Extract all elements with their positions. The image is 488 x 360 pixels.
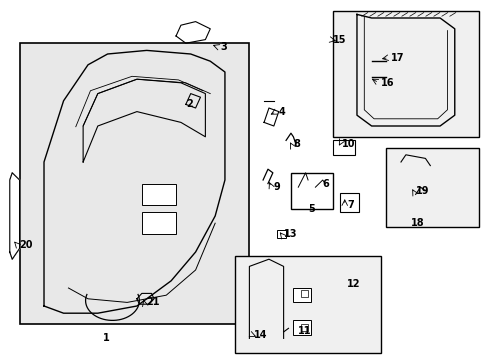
Bar — [300, 324, 307, 331]
Text: 20: 20 — [20, 240, 33, 250]
Text: 1: 1 — [102, 333, 109, 343]
Text: 14: 14 — [254, 330, 267, 340]
Bar — [293, 288, 310, 302]
Circle shape — [255, 333, 265, 340]
FancyBboxPatch shape — [20, 43, 249, 324]
Bar — [332, 140, 354, 155]
FancyBboxPatch shape — [386, 148, 478, 227]
Bar — [290, 173, 332, 209]
Text: 5: 5 — [307, 204, 314, 214]
Text: 2: 2 — [185, 99, 192, 109]
Text: 3: 3 — [220, 42, 226, 52]
Bar — [293, 320, 310, 335]
Bar — [300, 290, 307, 297]
Bar — [277, 230, 285, 238]
Polygon shape — [10, 173, 20, 259]
Text: 17: 17 — [390, 53, 404, 63]
Bar — [142, 212, 176, 234]
Text: 10: 10 — [342, 139, 355, 149]
Text: 16: 16 — [381, 78, 394, 88]
Text: 7: 7 — [346, 200, 353, 210]
Text: 19: 19 — [415, 186, 428, 196]
FancyBboxPatch shape — [332, 11, 478, 137]
Bar — [339, 193, 359, 212]
Text: 9: 9 — [273, 182, 280, 192]
FancyBboxPatch shape — [234, 256, 381, 353]
Text: 18: 18 — [410, 218, 424, 228]
Bar — [142, 184, 176, 205]
Text: 6: 6 — [322, 179, 329, 189]
Text: 15: 15 — [332, 35, 346, 45]
Text: 4: 4 — [278, 107, 285, 117]
Text: 13: 13 — [283, 229, 297, 239]
Text: 8: 8 — [293, 139, 300, 149]
Text: 11: 11 — [298, 326, 311, 336]
Text: 21: 21 — [146, 297, 160, 307]
Text: 12: 12 — [346, 279, 360, 289]
